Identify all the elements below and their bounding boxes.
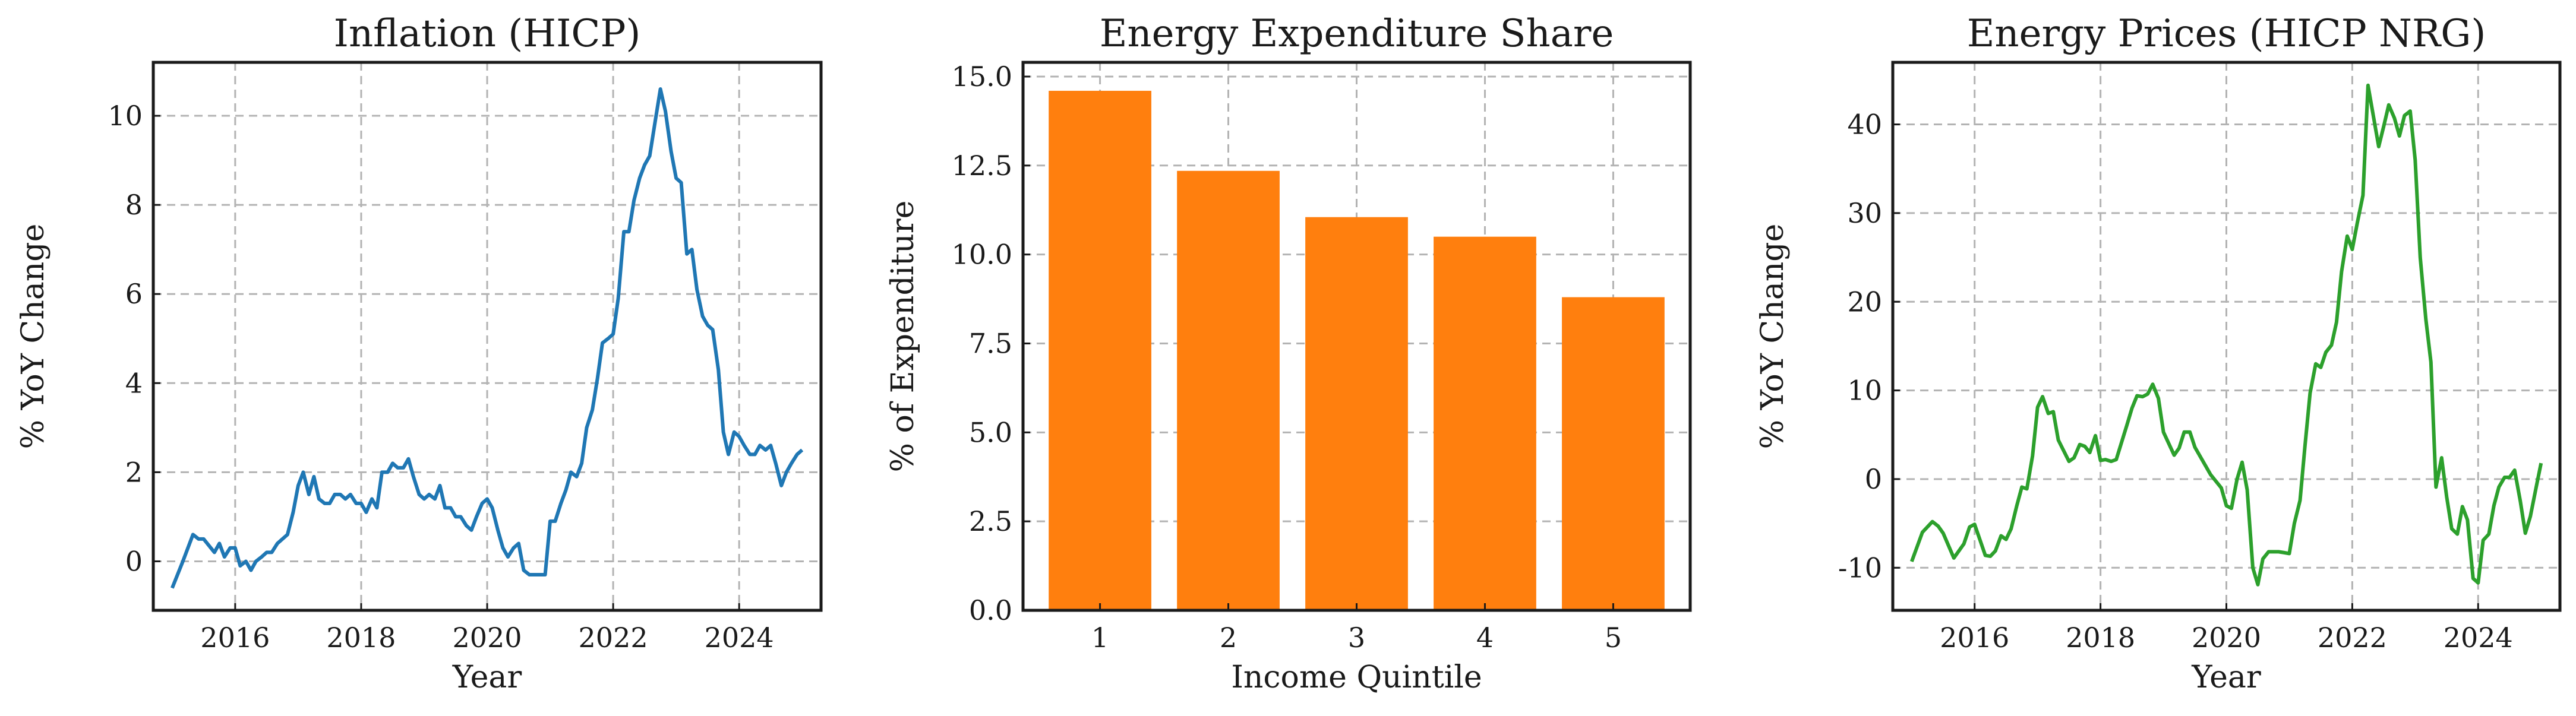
- y-tick-label: 15.0: [952, 61, 1012, 93]
- energy-share-chart-panel: 1 2 3 4 5 0.0 2.5 5.0 7.5 10.0 12.5 15.0 Energy Expe…: [885, 12, 1692, 695]
- y-tick-label: 10: [108, 100, 143, 132]
- series-line: [171, 87, 804, 589]
- x-tick-label: 3: [1348, 622, 1365, 654]
- x-tick-label: 2020: [452, 622, 522, 654]
- chart-title: Energy Expenditure Share: [1100, 12, 1614, 56]
- y-tick-label: 20: [1847, 286, 1882, 318]
- series-line: [1909, 83, 2543, 587]
- y-tick-label: 0: [125, 545, 143, 577]
- bar-quintile-1: [1049, 90, 1151, 610]
- bar-quintile-2: [1177, 170, 1280, 610]
- y-tick-label: 0.0: [969, 594, 1012, 626]
- y-tick-label: 10.0: [952, 239, 1012, 271]
- x-tick-label: 2016: [200, 622, 270, 654]
- x-tick-label: 2018: [2066, 622, 2135, 654]
- x-tick-label: 2024: [705, 622, 774, 654]
- y-tick-label: 10: [1847, 375, 1882, 407]
- y-tick-label: 5.0: [969, 416, 1012, 448]
- y-tick-label: 0: [1865, 463, 1882, 495]
- x-tick-label: 2022: [2318, 622, 2387, 654]
- inflation-chart-panel: 2016 2018 2020 2022 2024 0 2 4 6 8 10 Inflation (HI…: [15, 12, 823, 695]
- y-tick-label: 12.5: [952, 150, 1012, 182]
- chart-title: Inflation (HICP): [334, 12, 641, 56]
- x-tick-label: 5: [1605, 622, 1622, 654]
- chart-title: Energy Prices (HICP NRG): [1967, 12, 2486, 56]
- x-tick-label: 1: [1091, 622, 1109, 654]
- bar-quintile-3: [1305, 217, 1408, 610]
- y-tick-label: 8: [125, 189, 143, 221]
- y-tick-label: 2.5: [969, 505, 1012, 537]
- energy-prices-chart-panel: 2016 2018 2020 2022 2024 -10 0 10 20 30 40 Energy P…: [1755, 12, 2562, 695]
- bar-quintile-5: [1562, 297, 1665, 611]
- x-tick-label: 2022: [579, 622, 648, 654]
- x-tick-label: 2020: [2192, 622, 2261, 654]
- x-axis-label: Year: [452, 660, 522, 695]
- y-tick-label: 40: [1847, 109, 1882, 141]
- y-tick-label: 6: [125, 278, 143, 310]
- y-tick-label: 4: [125, 367, 143, 399]
- x-tick-label: 2024: [2444, 622, 2513, 654]
- y-axis-label: % YoY Change: [15, 224, 51, 449]
- y-tick-label: 7.5: [969, 327, 1012, 359]
- y-tick-label: 2: [125, 456, 143, 488]
- bar-quintile-4: [1434, 236, 1536, 610]
- x-tick-label: 2016: [1940, 622, 2009, 654]
- y-axis-label: % YoY Change: [1755, 224, 1791, 449]
- x-tick-label: 2: [1220, 622, 1237, 654]
- y-tick-label: 30: [1847, 197, 1882, 229]
- y-tick-label: -10: [1838, 552, 1882, 584]
- x-tick-label: 2018: [326, 622, 396, 654]
- x-tick-label: 4: [1476, 622, 1494, 654]
- y-axis-label: % of Expenditure: [885, 201, 921, 473]
- x-axis-label: Year: [2191, 660, 2261, 695]
- x-axis-label: Income Quintile: [1231, 660, 1482, 695]
